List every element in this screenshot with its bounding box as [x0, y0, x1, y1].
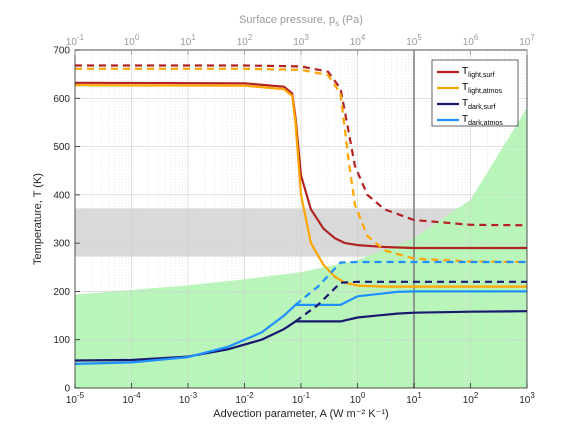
series-line-1	[75, 84, 527, 288]
x-tick-label: 101	[406, 391, 422, 406]
top-tick-label: 106	[463, 33, 479, 48]
top-axis-label: Surface pressure, ps (Pa)	[239, 14, 363, 28]
y-tick-label: 0	[64, 384, 70, 395]
x-axis-label: Advection parameter, A (W m⁻² K⁻¹)	[213, 408, 388, 420]
y-axis-label: Temperature, T (K)	[32, 173, 44, 265]
top-tick-label: 105	[406, 33, 422, 48]
x-axis-ticks: 10-5 10-4 10-3 10-2 10-1 100 101 102 103	[66, 383, 535, 406]
x-tick-label: 10-4	[122, 391, 141, 406]
y-tick-label: 100	[53, 335, 70, 346]
y-tick-label: 200	[53, 287, 70, 298]
series-line-0	[75, 81, 527, 250]
y-tick-label: 500	[53, 142, 70, 153]
legend-label: Tdark,atmos	[462, 114, 503, 127]
x-tick-label: 103	[519, 391, 535, 406]
series-lines	[75, 64, 527, 365]
y-tick-label: 400	[53, 190, 70, 201]
top-tick-label: 100	[124, 33, 140, 48]
legend-label: Tlight,atmos	[462, 82, 502, 95]
legend-label: Tlight,surf	[462, 66, 495, 79]
x-tick-label: 102	[463, 391, 479, 406]
top-tick-label: 104	[350, 33, 366, 48]
y-tick-label: 300	[53, 239, 70, 250]
series-line-6	[294, 280, 527, 323]
x-tick-label: 10-2	[235, 391, 254, 406]
x-tick-label: 10-1	[292, 391, 311, 406]
y-tick-label: 600	[53, 94, 70, 105]
y-tick-label: 700	[53, 46, 70, 57]
top-tick-label: 102	[237, 33, 253, 48]
series-line-7	[294, 260, 527, 306]
top-tick-label: 101	[180, 33, 196, 48]
series-line-4	[75, 64, 527, 227]
top-tick-label: 107	[519, 33, 535, 48]
legend: Tlight,surf Tlight,atmos Tdark,surf Tdark,a…	[431, 59, 519, 127]
y-axis-ticks: 0 100 200 300 400 500 600 700	[53, 46, 80, 395]
top-axis-ticks: 10-1 100 101 102 103 104 105 106 107	[66, 33, 535, 55]
top-tick-label: 103	[293, 33, 309, 48]
legend-label: Tdark,surf	[462, 98, 495, 111]
x-tick-label: 100	[350, 391, 366, 406]
x-tick-label: 10-3	[179, 391, 198, 406]
series-line-5	[75, 67, 527, 264]
top-tick-label: 10-1	[66, 33, 85, 48]
x-tick-label: 10-5	[66, 391, 85, 406]
grid-lines	[75, 50, 527, 388]
